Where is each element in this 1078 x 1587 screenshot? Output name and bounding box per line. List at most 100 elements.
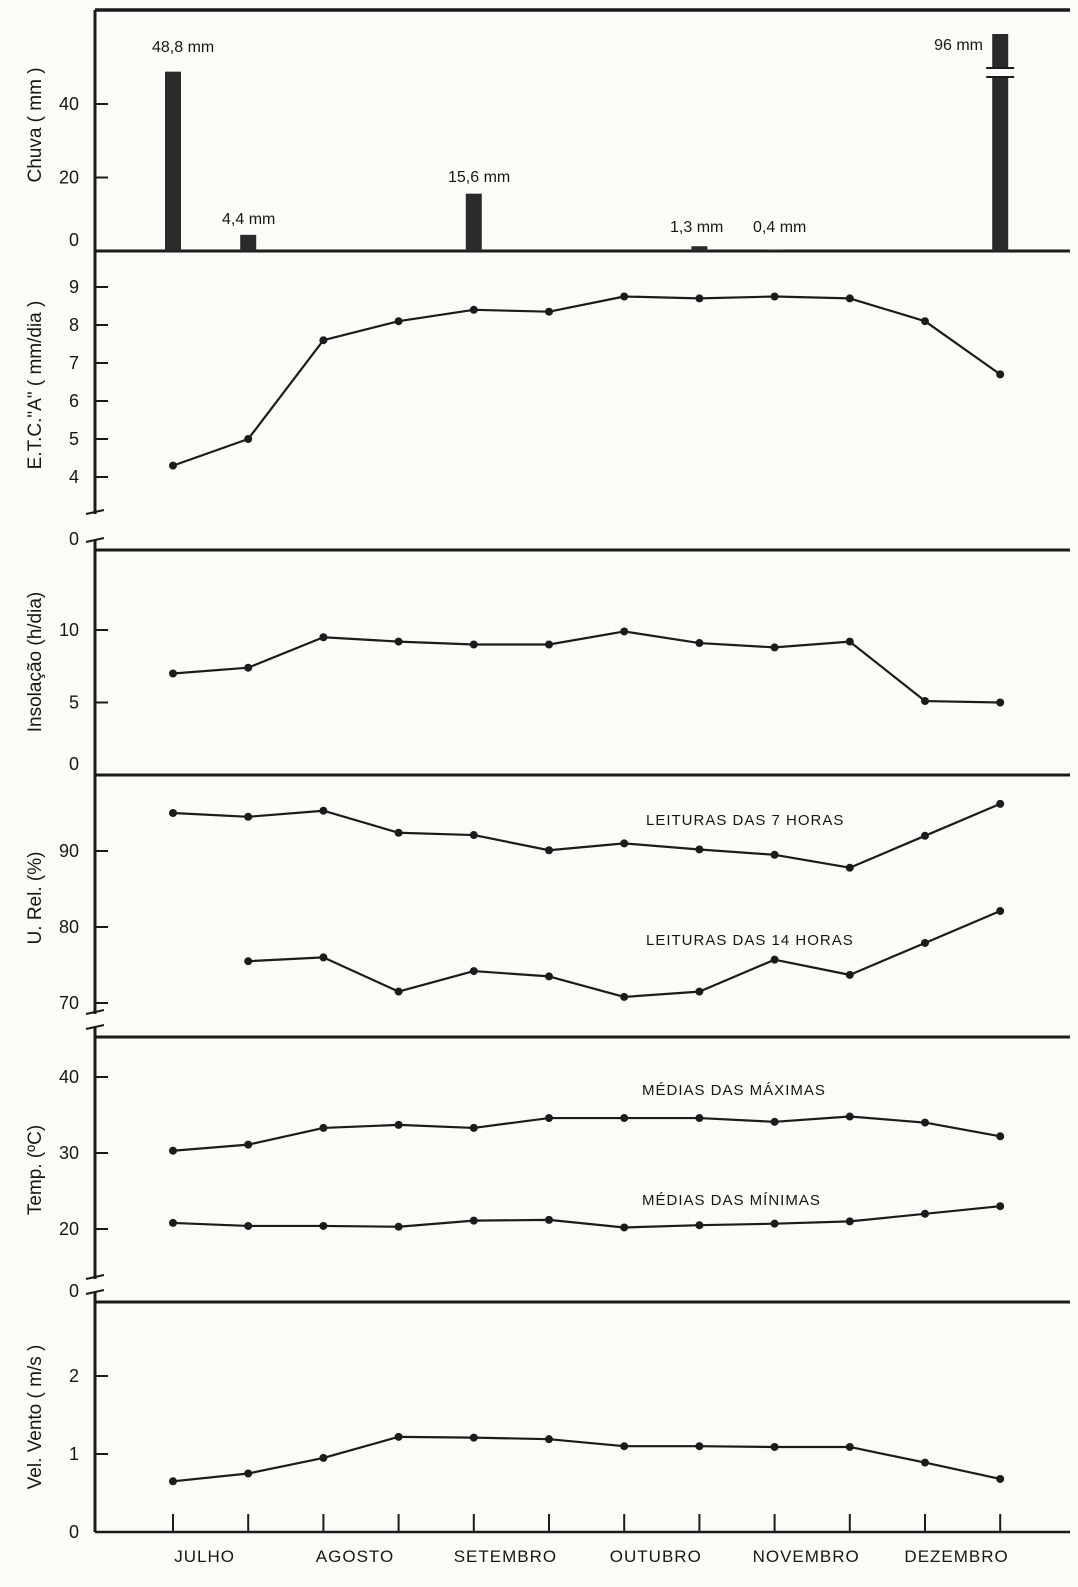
data-point <box>845 970 854 979</box>
data-point <box>695 639 704 648</box>
y-tick-label: 20 <box>59 1219 79 1239</box>
month-label: AGOSTO <box>316 1547 394 1566</box>
data-point <box>244 1140 253 1149</box>
data-point <box>545 1435 553 1444</box>
y-tick-label: 2 <box>69 1366 79 1386</box>
data-point <box>996 370 1005 379</box>
data-point <box>319 953 328 962</box>
data-point <box>545 1215 553 1224</box>
data-point <box>845 1112 854 1121</box>
y-axis-label: Temp. (ºC) <box>25 1125 46 1215</box>
y-axis-label: Vel. Vento ( m/s ) <box>25 1345 46 1490</box>
y-tick-label: 0 <box>69 1522 79 1542</box>
series-line <box>172 1115 1001 1152</box>
data-point <box>996 799 1005 808</box>
rain-bar <box>992 34 1009 251</box>
data-point <box>845 637 854 646</box>
y-tick-label: 30 <box>59 1143 79 1163</box>
data-point <box>394 987 403 996</box>
data-point <box>169 669 177 678</box>
data-point <box>770 643 779 652</box>
series-label: LEITURAS DAS 14 HORAS <box>646 932 854 949</box>
axis-break-mark <box>85 1289 105 1295</box>
data-point <box>244 1221 253 1230</box>
series-label: MÉDIAS DAS MÁXIMAS <box>642 1082 826 1099</box>
data-point <box>319 1221 328 1230</box>
data-point <box>469 305 478 314</box>
series-label: MÉDIAS DAS MÍNIMAS <box>642 1192 821 1209</box>
axis-break-mark <box>85 509 105 515</box>
data-point <box>319 1123 328 1132</box>
data-point <box>545 640 553 649</box>
data-point <box>770 1219 779 1228</box>
bar-data-label: 0,4 mm <box>753 219 806 236</box>
axis-break-mark <box>85 1009 105 1015</box>
y-axis-label: Chuva ( mm ) <box>25 67 46 182</box>
data-point <box>319 633 328 642</box>
data-point <box>469 967 478 976</box>
y-tick-label: 5 <box>69 693 79 713</box>
axis-break-mark <box>85 1274 105 1280</box>
y-tick-label: 40 <box>59 94 79 114</box>
bar-data-label: 15,6 mm <box>448 169 510 186</box>
data-point <box>620 839 629 848</box>
y-tick-label: 0 <box>69 754 79 774</box>
rain-bar <box>691 246 708 251</box>
y-tick-label: 5 <box>69 429 79 449</box>
data-point <box>469 1433 478 1442</box>
data-point <box>620 292 629 301</box>
y-tick-label: 90 <box>59 841 79 861</box>
data-point <box>244 663 253 672</box>
series-line <box>172 802 1001 869</box>
data-point <box>620 1223 629 1232</box>
data-point <box>545 307 553 316</box>
y-tick-label: 0 <box>69 1281 79 1301</box>
data-point <box>770 850 779 859</box>
rain-bar <box>240 234 257 251</box>
y-tick-label: 40 <box>59 1067 79 1087</box>
month-label: DEZEMBRO <box>904 1547 1008 1566</box>
data-point <box>545 972 553 981</box>
data-point <box>620 1442 629 1451</box>
data-point <box>770 292 779 301</box>
y-axis-label: E.T.C."A" ( mm/dia ) <box>25 301 46 470</box>
data-point <box>469 1216 478 1225</box>
data-point <box>996 1202 1005 1211</box>
data-point <box>770 1442 779 1451</box>
y-tick-label: 6 <box>69 391 79 411</box>
data-point <box>545 1114 553 1123</box>
y-axis-label: U. Rel. (%) <box>25 852 46 945</box>
data-point <box>845 1217 854 1226</box>
data-point <box>394 1120 403 1129</box>
data-point <box>695 1442 704 1451</box>
data-point <box>845 863 854 872</box>
data-point <box>996 698 1005 707</box>
data-point <box>469 1123 478 1132</box>
series-label: LEITURAS DAS 7 HORAS <box>646 812 844 829</box>
data-point <box>770 955 779 964</box>
bar-data-label: 1,3 mm <box>670 219 723 236</box>
bar-data-label: 4,4 mm <box>222 211 275 228</box>
y-tick-label: 10 <box>59 620 79 640</box>
data-point <box>394 1222 403 1231</box>
y-tick-label: 8 <box>69 315 79 335</box>
series-line <box>172 1205 1001 1229</box>
y-tick-label: 20 <box>59 168 79 188</box>
data-point <box>469 831 478 840</box>
data-point <box>620 992 629 1001</box>
rain-bar <box>766 249 783 251</box>
data-point <box>695 1114 704 1123</box>
data-point <box>469 640 478 649</box>
data-point <box>319 336 328 345</box>
bar-data-label: 96 mm <box>934 37 983 54</box>
y-tick-label: 70 <box>59 993 79 1013</box>
data-point <box>244 435 253 443</box>
data-point <box>169 1218 177 1227</box>
data-point <box>620 627 629 636</box>
data-point <box>921 1118 929 1127</box>
bar-data-label: 48,8 mm <box>152 39 214 56</box>
data-point <box>244 957 253 966</box>
data-point <box>319 806 328 815</box>
rain-bar <box>165 71 181 251</box>
